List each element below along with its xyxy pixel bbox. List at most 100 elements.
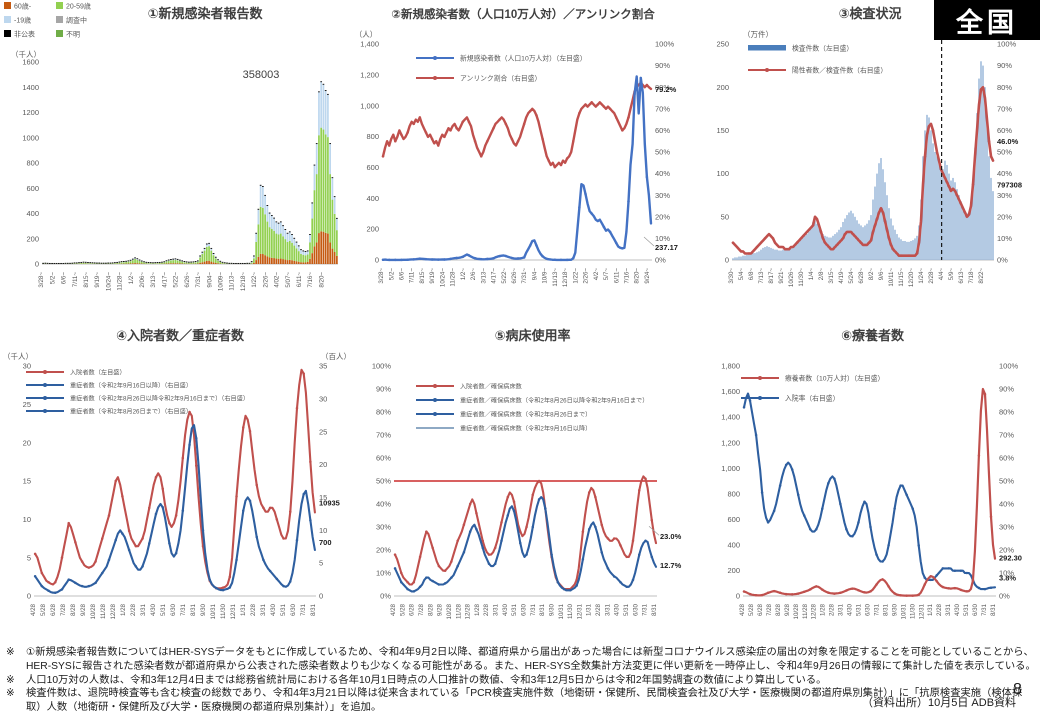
svg-text:25: 25 <box>319 427 327 436</box>
svg-text:12/28: 12/28 <box>811 603 818 619</box>
svg-text:7/31: 7/31 <box>530 603 537 616</box>
svg-text:7/28: 7/28 <box>60 603 67 616</box>
svg-text:8/31: 8/31 <box>882 603 889 616</box>
svg-text:陽性者数／検査件数（右目盛）: 陽性者数／検査件数（右目盛） <box>792 66 887 75</box>
svg-text:12/18~: 12/18~ <box>240 272 247 291</box>
svg-text:797308: 797308 <box>997 180 1022 189</box>
svg-text:6/11~: 6/11~ <box>613 268 620 284</box>
footnote-3: ※ 検査件数は、退院時検査等も含む検査の総数であり、令和4年3月21日以降は従来… <box>6 687 1036 715</box>
footnotes: ※ ①新規感染者報告数についてはHER-SYSデータをもとに作成しているため、令… <box>6 646 1036 715</box>
svg-text:重症者数（令和2年8月26日まで）（右目盛）: 重症者数（令和2年8月26日まで）（右目盛） <box>70 408 192 416</box>
svg-text:200: 200 <box>26 234 39 243</box>
svg-text:11/15~: 11/15~ <box>898 268 905 287</box>
svg-text:20: 20 <box>319 460 327 469</box>
svg-text:3/31: 3/31 <box>945 603 952 616</box>
svg-text:9/28: 9/28 <box>437 603 444 616</box>
svg-text:1/28: 1/28 <box>474 603 481 616</box>
chart-svg-p4: ④入院者数／重症者数 0 5 10 15 20 25 30 0 5 10 15 20 25 30 35 （千人）… <box>3 328 351 619</box>
svg-text:1,000: 1,000 <box>721 464 740 473</box>
svg-text:5/28: 5/28 <box>748 603 755 616</box>
svg-text:3/31: 3/31 <box>260 603 267 616</box>
svg-text:1000: 1000 <box>22 133 39 142</box>
svg-text:7/16~: 7/16~ <box>307 272 314 288</box>
svg-text:1/28: 1/28 <box>820 603 827 616</box>
svg-text:1/22~: 1/22~ <box>572 268 579 284</box>
svg-text:入院者数／確保病床数: 入院者数／確保病床数 <box>460 383 523 391</box>
chart-svg-p5: ⑤病床使用率 0% 10% 20% 30% 40% 50% 60% 70% 80% 90% 100% 4… <box>372 328 682 619</box>
svg-text:10/28: 10/28 <box>90 603 97 619</box>
svg-text:10/9~: 10/9~ <box>542 268 549 284</box>
svg-text:4/4~: 4/4~ <box>938 268 945 281</box>
region-badge: 全国 <box>934 0 1040 40</box>
svg-text:292.30: 292.30 <box>999 554 1022 563</box>
svg-text:（千人）: （千人） <box>3 351 33 361</box>
svg-text:70%: 70% <box>997 104 1012 113</box>
svg-text:12/20~: 12/20~ <box>908 268 915 287</box>
svg-text:7/31: 7/31 <box>300 603 307 616</box>
svg-text:600: 600 <box>366 163 379 172</box>
svg-text:6/13~: 6/13~ <box>958 268 965 284</box>
svg-text:6/30: 6/30 <box>972 603 979 616</box>
svg-text:（万件）: （万件） <box>743 29 773 39</box>
svg-text:60%: 60% <box>655 126 670 135</box>
svg-text:8/31: 8/31 <box>310 603 317 616</box>
svg-text:5/31: 5/31 <box>511 603 518 616</box>
svg-text:9/28: 9/28 <box>80 603 87 616</box>
svg-text:12/31: 12/31 <box>230 603 237 619</box>
svg-text:12.7%: 12.7% <box>660 561 682 570</box>
svg-text:8/15~: 8/15~ <box>83 272 90 288</box>
svg-text:60歳-: 60歳- <box>14 2 32 11</box>
footnote-marker: ※ <box>6 674 15 686</box>
source-caption: （資料出所）10月5日 ADB資料 <box>862 697 1017 709</box>
svg-text:重症者数（令和2年9月16日以降）（右目盛）: 重症者数（令和2年9月16日以降）（右目盛） <box>70 382 192 390</box>
svg-text:15: 15 <box>319 493 327 502</box>
svg-text:9/30: 9/30 <box>200 603 207 616</box>
svg-text:7/31~: 7/31~ <box>195 272 202 288</box>
svg-text:60%: 60% <box>376 454 391 463</box>
svg-text:40%: 40% <box>999 500 1014 509</box>
svg-text:30%: 30% <box>376 523 391 532</box>
svg-text:4/30: 4/30 <box>150 603 157 616</box>
svg-text:90%: 90% <box>376 385 391 394</box>
svg-text:新規感染者数（人口10万人対）（左目盛）: 新規感染者数（人口10万人対）（左目盛） <box>460 54 587 63</box>
svg-text:2/28: 2/28 <box>595 603 602 616</box>
svg-text:50: 50 <box>721 212 729 221</box>
svg-text:7/31: 7/31 <box>873 603 880 616</box>
svg-text:100: 100 <box>716 169 729 178</box>
chart-svg-p3: ③検査状況 0 50 100 150 200 250 0% 10% 20% 30% 40% 50% 60%… <box>716 6 1022 287</box>
svg-text:5/22~: 5/22~ <box>173 272 180 288</box>
svg-text:200: 200 <box>727 566 740 575</box>
svg-text:800: 800 <box>366 132 379 141</box>
svg-text:7/31: 7/31 <box>180 603 187 616</box>
svg-text:8/2~: 8/2~ <box>868 268 875 281</box>
svg-text:200: 200 <box>366 225 379 234</box>
svg-text:9/28: 9/28 <box>784 603 791 616</box>
svg-text:入院率（右目盛）: 入院率（右目盛） <box>785 394 839 403</box>
svg-text:1/22~: 1/22~ <box>251 272 258 288</box>
svg-text:8/20~: 8/20~ <box>318 272 325 288</box>
svg-text:8/28: 8/28 <box>70 603 77 616</box>
svg-text:70%: 70% <box>655 104 670 113</box>
svg-text:4/30: 4/30 <box>614 603 621 616</box>
svg-text:20%: 20% <box>999 546 1014 555</box>
svg-text:5/31: 5/31 <box>280 603 287 616</box>
svg-text:2/6~: 2/6~ <box>470 268 477 281</box>
svg-text:2/28: 2/28 <box>250 603 257 616</box>
svg-text:600: 600 <box>26 184 39 193</box>
svg-text:12/31: 12/31 <box>576 603 583 619</box>
chart-panel-recuperating: ⑥療養者数 0 200 400 600 800 1,000 1,200 1,400 1,600 1,… <box>705 322 1040 644</box>
svg-text:0: 0 <box>35 260 39 269</box>
svg-text:0: 0 <box>736 592 740 601</box>
svg-text:5: 5 <box>319 559 323 568</box>
svg-text:5/31: 5/31 <box>623 603 630 616</box>
svg-text:10/24~: 10/24~ <box>439 268 446 287</box>
svg-text:5/9~: 5/9~ <box>948 268 955 281</box>
svg-text:20: 20 <box>23 438 31 447</box>
svg-text:7/31: 7/31 <box>642 603 649 616</box>
svg-text:1/28: 1/28 <box>120 603 127 616</box>
svg-text:7/31: 7/31 <box>981 603 988 616</box>
svg-text:6/26~: 6/26~ <box>511 268 518 284</box>
svg-text:0: 0 <box>27 592 31 601</box>
svg-text:10: 10 <box>319 526 327 535</box>
svg-text:2/28: 2/28 <box>130 603 137 616</box>
